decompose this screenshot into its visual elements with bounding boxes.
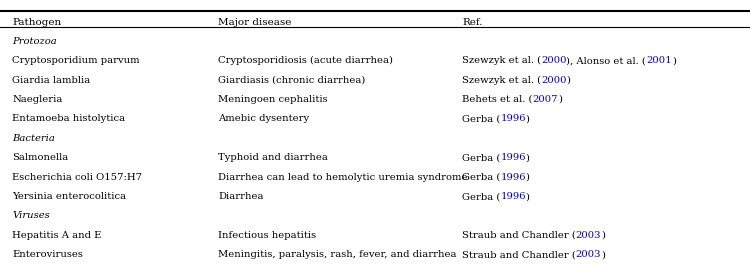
Text: Cryptosporidium parvum: Cryptosporidium parvum <box>12 56 140 65</box>
Text: ), Alonso et al. (: ), Alonso et al. ( <box>566 56 646 65</box>
Text: 2001: 2001 <box>646 56 672 65</box>
Text: Diarrhea can lead to hemolytic uremia syndrome: Diarrhea can lead to hemolytic uremia sy… <box>218 173 467 182</box>
Text: Straub and Chandler (: Straub and Chandler ( <box>462 250 576 259</box>
Text: 1996: 1996 <box>500 114 526 123</box>
Text: Escherichia coli O157:H7: Escherichia coli O157:H7 <box>12 173 142 182</box>
Text: Viruses: Viruses <box>12 211 50 221</box>
Text: Yersinia enterocolitica: Yersinia enterocolitica <box>12 192 126 201</box>
Text: Giardia lamblia: Giardia lamblia <box>12 76 90 85</box>
Text: Gerba (: Gerba ( <box>462 173 500 182</box>
Text: Naegleria: Naegleria <box>12 95 62 104</box>
Text: Szewzyk et al. (: Szewzyk et al. ( <box>462 76 541 85</box>
Text: ): ) <box>566 76 571 85</box>
Text: 1996: 1996 <box>500 192 526 201</box>
Text: Behets et al. (: Behets et al. ( <box>462 95 532 104</box>
Text: 2003: 2003 <box>576 250 602 259</box>
Text: 2000: 2000 <box>541 56 566 65</box>
Text: ): ) <box>526 173 530 182</box>
Text: Meningoen cephalitis: Meningoen cephalitis <box>218 95 328 104</box>
Text: Enteroviruses: Enteroviruses <box>12 250 82 259</box>
Text: Gerba (: Gerba ( <box>462 153 500 162</box>
Text: 2003: 2003 <box>576 231 602 240</box>
Text: ): ) <box>672 56 676 65</box>
Text: 2007: 2007 <box>532 95 558 104</box>
Text: ): ) <box>602 250 605 259</box>
Text: ): ) <box>558 95 562 104</box>
Text: Gerba (: Gerba ( <box>462 114 500 123</box>
Text: Infectious hepatitis: Infectious hepatitis <box>218 231 316 240</box>
Text: Gerba (: Gerba ( <box>462 192 500 201</box>
Text: Hepatitis A and E: Hepatitis A and E <box>12 231 101 240</box>
Text: Straub and Chandler (: Straub and Chandler ( <box>462 231 576 240</box>
Text: 1996: 1996 <box>500 173 526 182</box>
Text: Salmonella: Salmonella <box>12 153 68 162</box>
Text: Meningitis, paralysis, rash, fever, and diarrhea: Meningitis, paralysis, rash, fever, and … <box>218 250 457 259</box>
Text: Ref.: Ref. <box>462 18 482 27</box>
Text: 2000: 2000 <box>541 76 566 85</box>
Text: Entamoeba histolytica: Entamoeba histolytica <box>12 114 125 123</box>
Text: Protozoa: Protozoa <box>12 37 57 46</box>
Text: Amebic dysentery: Amebic dysentery <box>218 114 309 123</box>
Text: ): ) <box>526 153 530 162</box>
Text: Pathogen: Pathogen <box>12 18 62 27</box>
Text: 1996: 1996 <box>500 153 526 162</box>
Text: ): ) <box>526 114 530 123</box>
Text: Szewzyk et al. (: Szewzyk et al. ( <box>462 56 541 65</box>
Text: Diarrhea: Diarrhea <box>218 192 263 201</box>
Text: ): ) <box>602 231 605 240</box>
Text: Bacteria: Bacteria <box>12 134 55 143</box>
Text: Cryptosporidiosis (acute diarrhea): Cryptosporidiosis (acute diarrhea) <box>218 56 393 65</box>
Text: Giardiasis (chronic diarrhea): Giardiasis (chronic diarrhea) <box>218 76 365 85</box>
Text: ): ) <box>526 192 530 201</box>
Text: Major disease: Major disease <box>218 18 291 27</box>
Text: Typhoid and diarrhea: Typhoid and diarrhea <box>218 153 328 162</box>
